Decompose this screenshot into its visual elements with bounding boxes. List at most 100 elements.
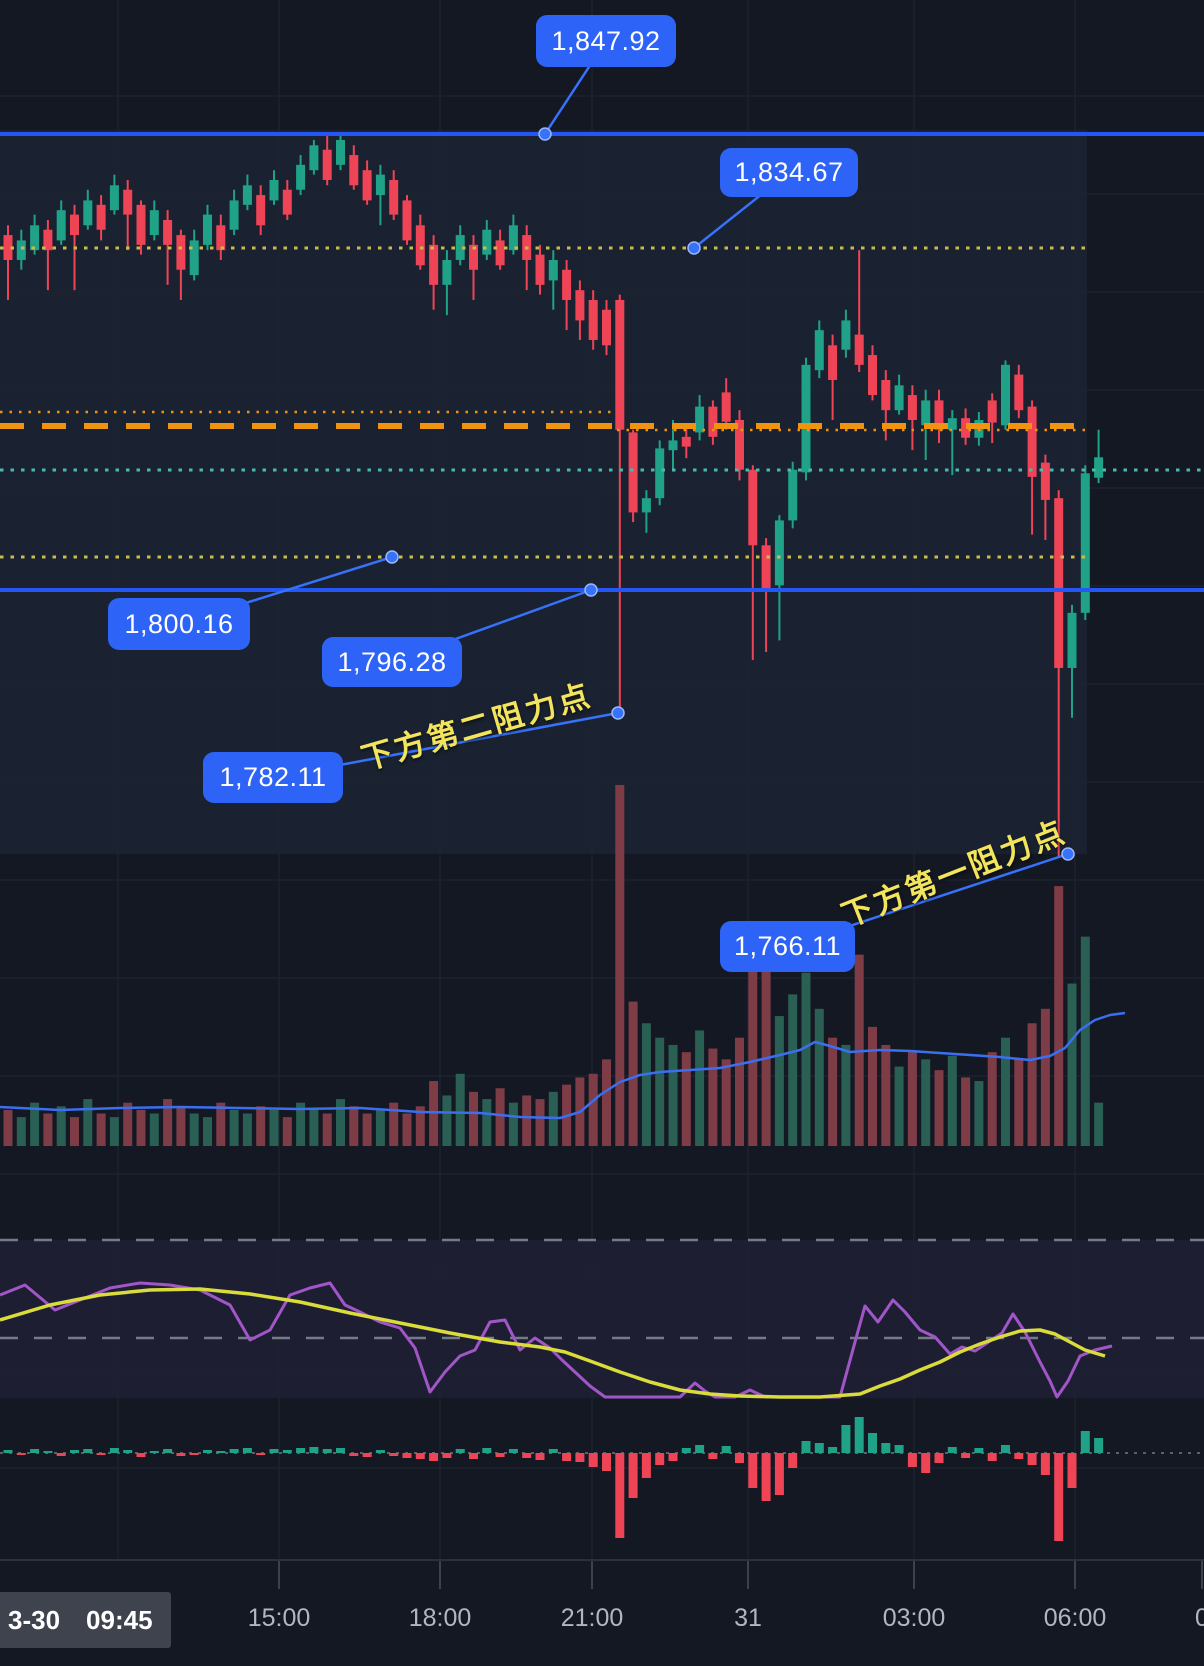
anchor-dot[interactable] <box>538 127 552 141</box>
anchor-dot[interactable] <box>611 706 625 720</box>
candle-body <box>575 290 585 321</box>
volume-bar <box>455 1073 465 1146</box>
volume-bar <box>934 1070 944 1146</box>
anchor-dot[interactable] <box>584 583 598 597</box>
anchor-dot[interactable] <box>1061 847 1075 861</box>
time-axis-label: 03:00 <box>882 1604 946 1632</box>
candle-body <box>508 225 518 251</box>
volume-bar <box>336 1099 345 1146</box>
volume-bar <box>1054 886 1064 1146</box>
macd-bar <box>602 1453 611 1471</box>
volume-bar <box>1040 1008 1050 1146</box>
volume-bar <box>349 1106 359 1146</box>
candle-body <box>495 240 505 266</box>
volume-bar <box>189 1113 199 1146</box>
volume-bar <box>176 1106 186 1146</box>
volume-bar <box>256 1106 266 1146</box>
volume-bar <box>961 1077 971 1146</box>
macd-bar <box>136 1453 146 1457</box>
candle-body <box>588 299 598 340</box>
macd-bar <box>1001 1445 1010 1453</box>
volume-bar <box>801 972 811 1146</box>
candle-body <box>1001 364 1010 426</box>
candle-body <box>229 200 239 230</box>
macd-bar <box>322 1449 332 1453</box>
macd-bar <box>974 1448 984 1453</box>
macd-bar <box>535 1453 545 1460</box>
volume-bar <box>203 1117 212 1146</box>
volume-bar <box>615 785 625 1146</box>
volume-bar <box>1067 983 1077 1146</box>
volume-bar <box>974 1081 984 1146</box>
oscillator-band <box>0 1240 1204 1398</box>
volume-bar <box>907 1052 917 1146</box>
volume-bar <box>1027 1023 1037 1146</box>
price-callout-label[interactable]: 1,847.92 <box>536 15 676 67</box>
macd-bar <box>149 1451 159 1453</box>
macd-bar <box>921 1453 931 1473</box>
candle-body <box>774 520 784 586</box>
macd-bar <box>1080 1431 1090 1453</box>
price-callout-label[interactable]: 1,796.28 <box>322 637 462 687</box>
macd-bar <box>655 1453 665 1465</box>
candle-body <box>402 200 412 241</box>
macd-bar <box>1054 1453 1064 1541</box>
macd-bar <box>828 1447 838 1453</box>
time-axis-label: 21:00 <box>560 1604 624 1632</box>
volume-bar <box>70 1117 79 1146</box>
oscillator-slow-line <box>0 1287 1106 1399</box>
candle-body <box>216 225 226 251</box>
price-callout-label[interactable]: 1,834.67 <box>720 148 858 197</box>
candle-body <box>296 164 306 190</box>
annotation-text[interactable]: 下方第一阻力点 <box>836 813 1072 934</box>
anchor-dot[interactable] <box>687 241 701 255</box>
candle-body <box>961 418 971 438</box>
time-axis-label: 0 <box>1195 1604 1204 1632</box>
macd-bar <box>961 1453 971 1458</box>
macd-bar <box>43 1451 53 1453</box>
macd-bar <box>681 1448 691 1453</box>
price-callout-label[interactable]: 1,800.16 <box>108 598 250 650</box>
volume-bar <box>602 1059 611 1146</box>
volume-bar <box>681 1052 691 1146</box>
candle-body <box>123 189 133 215</box>
candle-body <box>56 210 66 241</box>
volume-bar <box>469 1091 478 1146</box>
volume-bar <box>814 1008 824 1146</box>
volume-bar <box>947 1055 957 1146</box>
time-axis-label: 06:00 <box>1043 1604 1107 1632</box>
candle-body <box>748 469 758 546</box>
candle-body <box>628 432 638 513</box>
volume-bar <box>16 1117 26 1146</box>
volume-bar <box>56 1106 66 1146</box>
macd-bar <box>814 1443 824 1453</box>
candle-body <box>269 179 279 201</box>
volume-bar <box>109 1117 119 1146</box>
macd-bar <box>1040 1453 1050 1475</box>
candle-body <box>987 400 997 423</box>
macd-bar <box>96 1453 106 1455</box>
volume-bar <box>136 1109 146 1146</box>
macd-bar <box>30 1449 40 1453</box>
badge-time: 09:45 <box>86 1604 153 1635</box>
macd-bar <box>469 1453 478 1459</box>
candle-body <box>828 345 838 380</box>
macd-bar <box>575 1453 585 1462</box>
macd-bar <box>588 1453 598 1467</box>
price-callout-label[interactable]: 1,782.11 <box>203 752 343 803</box>
volume-bar <box>695 1030 705 1146</box>
volume-bar <box>1094 1102 1104 1146</box>
candle-body <box>695 406 705 433</box>
anchor-dot[interactable] <box>385 550 399 564</box>
macd-bar <box>282 1450 292 1453</box>
volume-bar <box>442 1095 452 1146</box>
candle-body <box>375 174 385 196</box>
candle-body <box>921 400 931 426</box>
candle-body <box>1080 473 1090 613</box>
macd-bar <box>189 1453 199 1455</box>
macd-bar <box>907 1453 917 1467</box>
price-callout-label[interactable]: 1,766.11 <box>720 921 855 972</box>
macd-bar <box>70 1450 79 1453</box>
